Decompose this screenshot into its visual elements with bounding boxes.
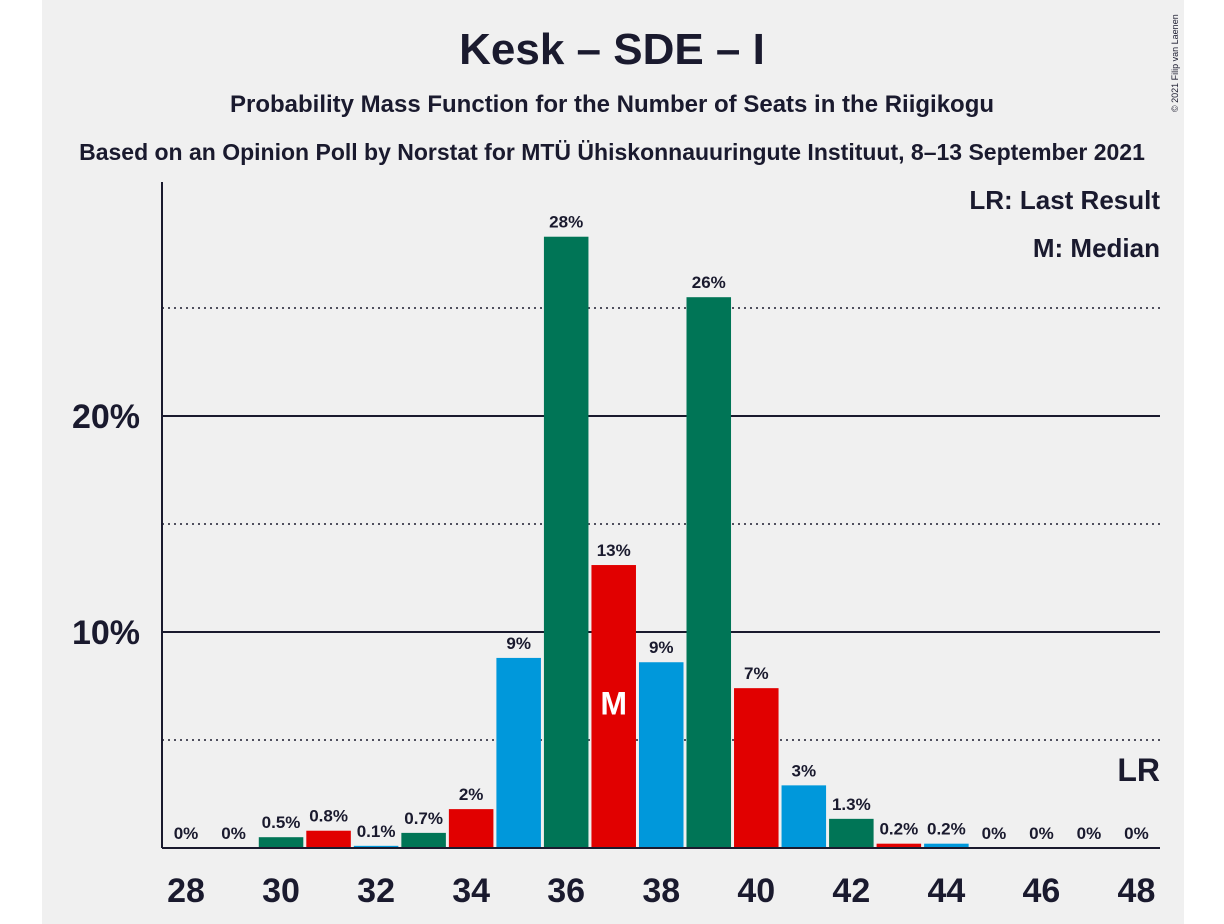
x-tick-label: 46 — [1023, 872, 1061, 910]
bar-seat-34 — [448, 809, 494, 848]
bar-seat-33 — [401, 832, 446, 848]
last-result-marker: LR — [1117, 752, 1160, 788]
bar-value-label: 9% — [649, 638, 674, 657]
bar-seat-44 — [924, 843, 969, 848]
legend-median: M: Median — [1033, 233, 1160, 263]
x-tick-label: 28 — [167, 872, 205, 910]
x-tick-label: 32 — [357, 872, 395, 910]
bar-value-label: 0.2% — [927, 820, 966, 839]
bar-seat-43 — [876, 843, 922, 848]
bar-value-label: 0% — [221, 824, 246, 843]
bar-seat-30 — [258, 837, 304, 848]
bar-value-label: 26% — [692, 273, 726, 292]
bar-value-label: 0% — [982, 824, 1007, 843]
bar-value-label: 0.2% — [879, 820, 918, 839]
bar-value-label: 13% — [597, 541, 631, 560]
x-tick-label: 34 — [452, 872, 490, 910]
bar-labels: 0% 0% 0.5% 0.8% 0.1% 0.7% 2% 9% 28% 13% 9% 26% 7% 3% 1… — [174, 213, 1160, 843]
bar-value-label: 0% — [1077, 824, 1102, 843]
bar-value-label: 1.3% — [832, 795, 871, 814]
legend-last-result: LR: Last Result — [969, 185, 1160, 215]
bar-seat-32 — [353, 845, 399, 848]
x-tick-label: 42 — [832, 872, 870, 910]
bar-seat-42 — [829, 818, 874, 848]
bars — [258, 236, 969, 849]
bar-seat-41 — [781, 785, 827, 848]
y-tick-label: 20% — [72, 398, 140, 436]
x-tick-label: 38 — [642, 872, 680, 910]
x-tick-label: 36 — [547, 872, 585, 910]
x-tick-label: 44 — [927, 872, 965, 910]
axes: 28 30 32 34 36 38 40 42 44 46 48 — [161, 182, 1160, 910]
chart-subtitle: Probability Mass Function for the Number… — [230, 91, 994, 118]
bar-value-label: 0.8% — [309, 807, 348, 826]
bar-seat-31 — [306, 830, 351, 848]
median-marker: M — [600, 686, 627, 722]
bar-seat-40 — [734, 688, 779, 848]
bar-value-label: 0% — [1124, 824, 1149, 843]
bar-seat-35 — [496, 657, 541, 848]
bar-value-label: 0% — [1029, 824, 1054, 843]
bar-value-label: 2% — [459, 785, 484, 804]
bar-value-label: 28% — [549, 213, 583, 232]
x-tick-label: 30 — [262, 872, 300, 910]
bar-value-label: 0.7% — [404, 809, 443, 828]
chart-caption: Based on an Opinion Poll by Norstat for … — [79, 139, 1145, 165]
bar-value-label: 9% — [506, 634, 531, 653]
bar-value-label: 0.1% — [357, 822, 396, 841]
chart-title: Kesk – SDE – I — [459, 25, 765, 74]
bar-seat-38 — [638, 662, 684, 848]
bar-seat-39 — [686, 297, 732, 848]
y-tick-label: 10% — [72, 614, 140, 652]
bar-value-label: 0.5% — [262, 813, 301, 832]
bar-seat-36 — [543, 236, 589, 849]
bar-value-label: 3% — [792, 761, 817, 780]
bar-value-label: 7% — [744, 664, 769, 683]
copyright-notice: © 2021 Filip van Laenen — [1170, 14, 1180, 112]
x-tick-label: 40 — [737, 872, 775, 910]
x-tick-label: 48 — [1118, 872, 1156, 910]
bar-seat-37 — [591, 565, 636, 848]
bar-value-label: 0% — [174, 824, 199, 843]
